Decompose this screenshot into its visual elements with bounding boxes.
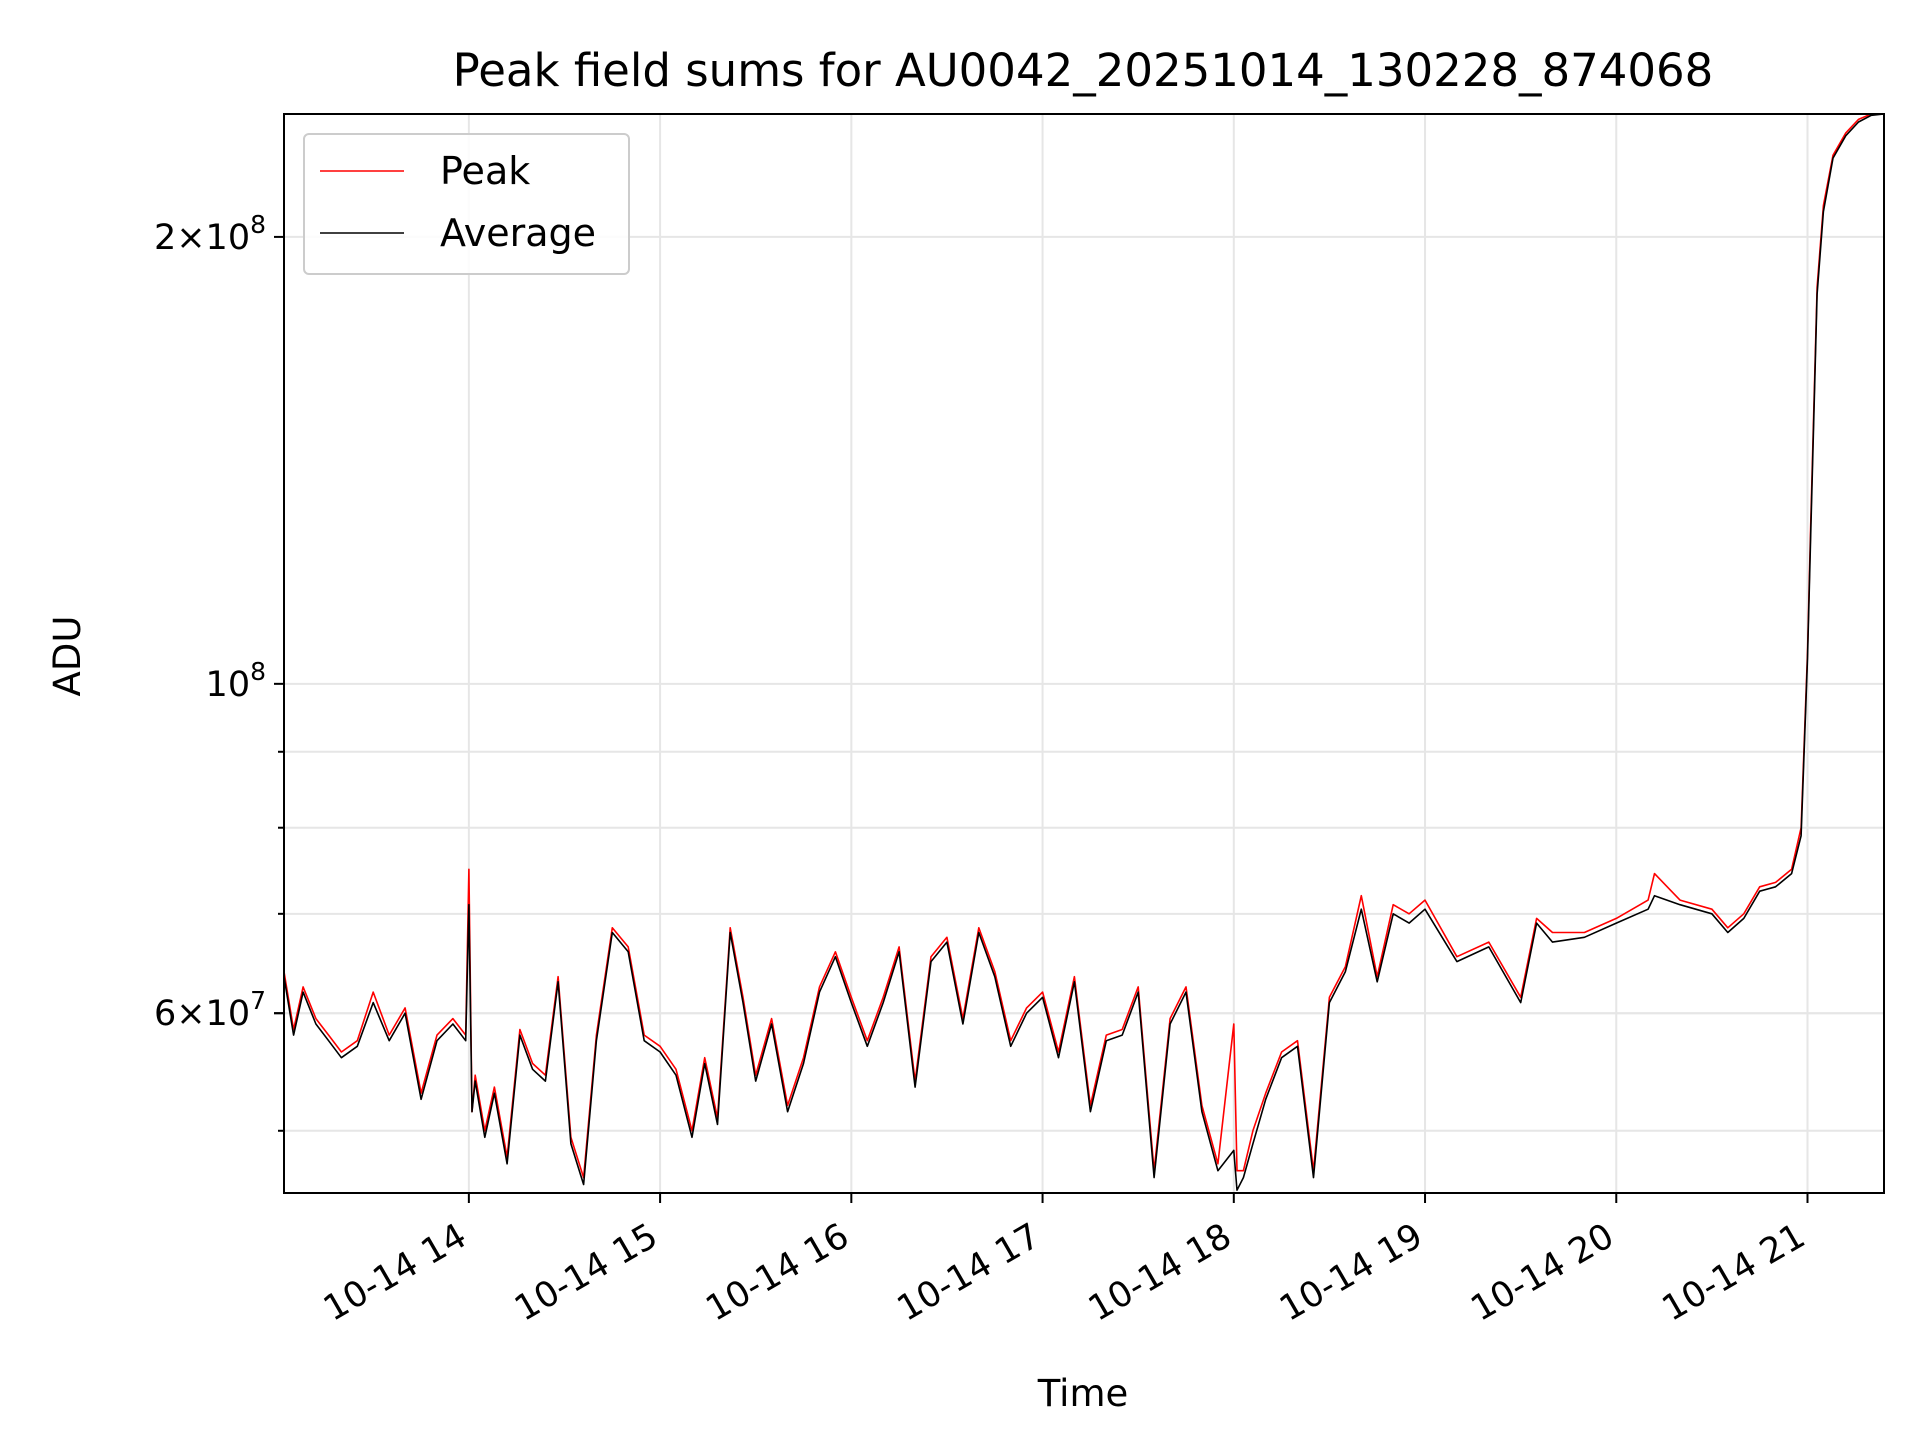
- y-tick-label: 108: [206, 657, 266, 705]
- legend-box: [303, 133, 630, 275]
- legend: Peak Average: [303, 133, 630, 275]
- plot-frame: [283, 113, 1885, 1194]
- series-line-average: [283, 113, 1885, 1191]
- chart-title: Peak field sums for AU0042_20251014_1302…: [453, 44, 1714, 97]
- legend-label-average: Average: [440, 211, 596, 255]
- series-line-peak: [283, 113, 1884, 1179]
- series-layer: [283, 113, 1885, 1191]
- y-tick-label: 2×108: [154, 210, 266, 258]
- y-axis-label: ADU: [46, 616, 89, 697]
- x-axis-label: Time: [1037, 1372, 1129, 1415]
- y-axis-ticks: 6×107 108 2×108: [154, 210, 284, 1132]
- legend-label-peak: Peak: [440, 149, 530, 193]
- y-tick-label: 6×107: [154, 986, 266, 1034]
